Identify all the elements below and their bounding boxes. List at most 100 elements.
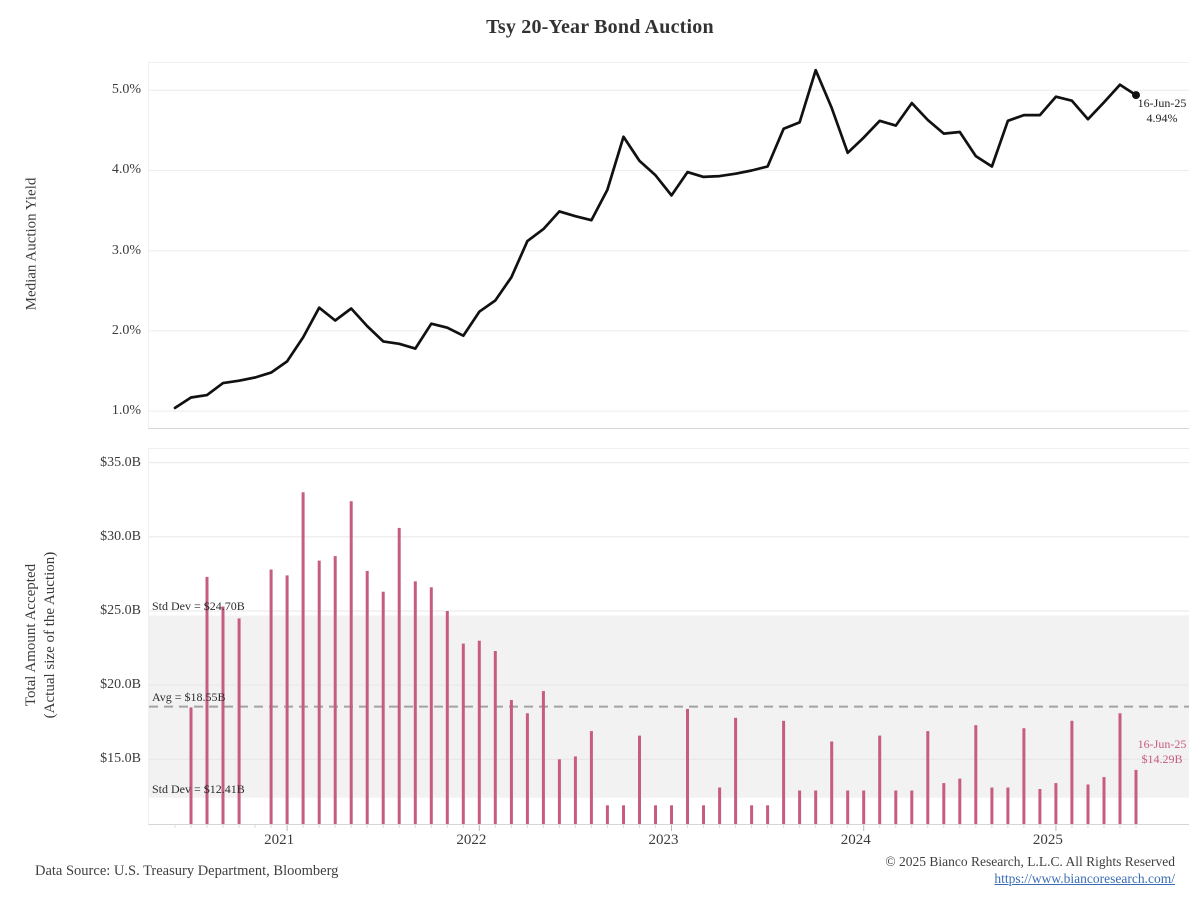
auction-bar <box>605 805 609 824</box>
auction-bar <box>461 643 465 824</box>
amount-bar-chart <box>149 462 1189 831</box>
bar-end-annotation: 16-Jun-25 $14.29B <box>1107 737 1200 767</box>
line-end-annotation-value: 4.94% <box>1146 111 1178 125</box>
auction-bar <box>814 790 818 824</box>
median-yield-line <box>173 68 1138 410</box>
auction-bar <box>429 587 433 824</box>
auction-bar <box>1070 720 1074 824</box>
yield-line-chart <box>149 68 1189 412</box>
auction-bar <box>397 527 401 824</box>
auction-bar <box>333 556 337 824</box>
auction-bar <box>942 783 946 824</box>
x-axis-year-label: 2023 <box>648 832 679 848</box>
auction-bar <box>541 691 545 824</box>
auction-bar <box>301 492 305 824</box>
auction-bar <box>493 651 497 824</box>
footer-right-block: © 2025 Bianco Research, L.L.C. All Right… <box>885 853 1175 887</box>
bar-end-annotation-value: $14.29B <box>1141 752 1183 766</box>
auction-bar <box>189 707 193 824</box>
auction-bar <box>846 790 850 824</box>
bottom-y-axis-title: Total Amount Accepted (Actual size of th… <box>22 552 60 719</box>
yield-line-chart-panel: 16-Jun-25 4.94% 5.0% 4.0% 3.0% 2.0% 1.0% <box>112 62 1189 429</box>
auction-bar <box>237 618 241 824</box>
top-ytick-label: 5.0% <box>111 82 141 98</box>
x-axis-year-label: 2025 <box>1032 832 1063 848</box>
copyright-text: © 2025 Bianco Research, L.L.C. All Right… <box>885 854 1175 869</box>
auction-bar <box>1022 728 1026 824</box>
auction-bar <box>317 560 321 824</box>
top-y-axis-title-text: Median Auction Yield <box>23 177 40 311</box>
auction-bar <box>686 708 689 824</box>
auction-bar <box>974 725 978 824</box>
auction-bar <box>573 756 577 824</box>
bottom-ytick-label: $30.0B <box>100 528 141 544</box>
top-ytick-label: 2.0% <box>111 322 141 338</box>
biancoresearch-link[interactable]: https://www.biancoresearch.com/ <box>994 871 1175 886</box>
line-end-annotation-date: 16-Jun-25 <box>1137 96 1187 110</box>
auction-bar <box>718 787 722 824</box>
auction-bar <box>638 735 641 824</box>
auction-bar <box>1118 713 1122 824</box>
auction-bar <box>477 640 481 824</box>
auction-bar <box>285 575 289 824</box>
data-source-note: Data Source: U.S. Treasury Department, B… <box>35 863 339 879</box>
auction-bar <box>221 606 225 824</box>
auction-bar <box>798 790 802 824</box>
bottom-ytick-label: $35.0B <box>100 454 141 470</box>
auction-bar <box>349 501 353 824</box>
auction-bar <box>958 778 962 824</box>
bottom-ytick-label: $15.0B <box>100 751 141 767</box>
auction-bar <box>862 790 866 824</box>
amount-bar-chart-panel: Std Dev = $24.70B Avg = $18.55B Std Dev … <box>100 448 1189 831</box>
bar-end-annotation-date: 16-Jun-25 <box>1137 737 1187 751</box>
auction-bar <box>766 805 770 824</box>
auction-bar <box>734 717 738 824</box>
bottom-y-axis-title-line2: (Actual size of the Auction) <box>42 551 58 719</box>
bottom-ytick-label: $25.0B <box>100 602 141 618</box>
auction-bar <box>413 581 417 824</box>
auction-bar <box>589 731 593 824</box>
auction-bar <box>878 735 882 824</box>
auction-bar <box>1038 789 1042 824</box>
auction-bar <box>1006 787 1010 824</box>
auction-bar <box>205 576 209 824</box>
line-end-dot <box>1132 91 1140 100</box>
bottom-ytick-label: $20.0B <box>100 677 141 693</box>
auction-bar <box>782 720 786 824</box>
top-ytick-label: 4.0% <box>111 162 141 178</box>
x-axis-year-label: 2024 <box>840 832 871 848</box>
auction-bar <box>381 591 385 824</box>
top-ytick-label: 1.0% <box>111 403 141 419</box>
auction-bar <box>910 790 914 824</box>
auction-bar <box>622 805 625 824</box>
line-end-annotation: 16-Jun-25 4.94% <box>1107 96 1200 126</box>
auction-bar <box>269 569 273 824</box>
avg-label: Avg = $18.55B <box>152 690 226 704</box>
auction-bar <box>1054 783 1058 824</box>
auction-bar <box>670 805 673 824</box>
auction-bar <box>926 731 930 824</box>
auction-bar <box>702 805 705 824</box>
auction-bar <box>557 759 561 824</box>
page-title: Tsy 20-Year Bond Auction <box>486 16 714 38</box>
auction-bar <box>750 805 754 824</box>
auction-bar <box>1134 769 1138 824</box>
bottom-y-axis-title-line1: Total Amount Accepted <box>23 563 39 707</box>
auction-bar <box>1086 784 1090 824</box>
std-dev-upper-label: Std Dev = $24.70B <box>152 599 245 613</box>
auction-bar <box>894 790 898 824</box>
auction-bar <box>445 611 449 824</box>
auction-bar <box>365 570 369 824</box>
auction-bar <box>1102 777 1106 824</box>
x-axis-year-label: 2022 <box>456 832 487 848</box>
auction-bar <box>830 741 834 824</box>
auction-bar <box>525 713 529 824</box>
x-axis-year-label: 2021 <box>264 832 295 848</box>
auction-bar <box>654 805 657 824</box>
top-ytick-label: 3.0% <box>111 242 141 258</box>
auction-bar <box>990 787 994 824</box>
top-y-axis-title: Median Auction Yield <box>23 178 42 311</box>
auction-bar <box>509 700 513 824</box>
std-dev-lower-label: Std Dev = $12.41B <box>152 782 245 796</box>
